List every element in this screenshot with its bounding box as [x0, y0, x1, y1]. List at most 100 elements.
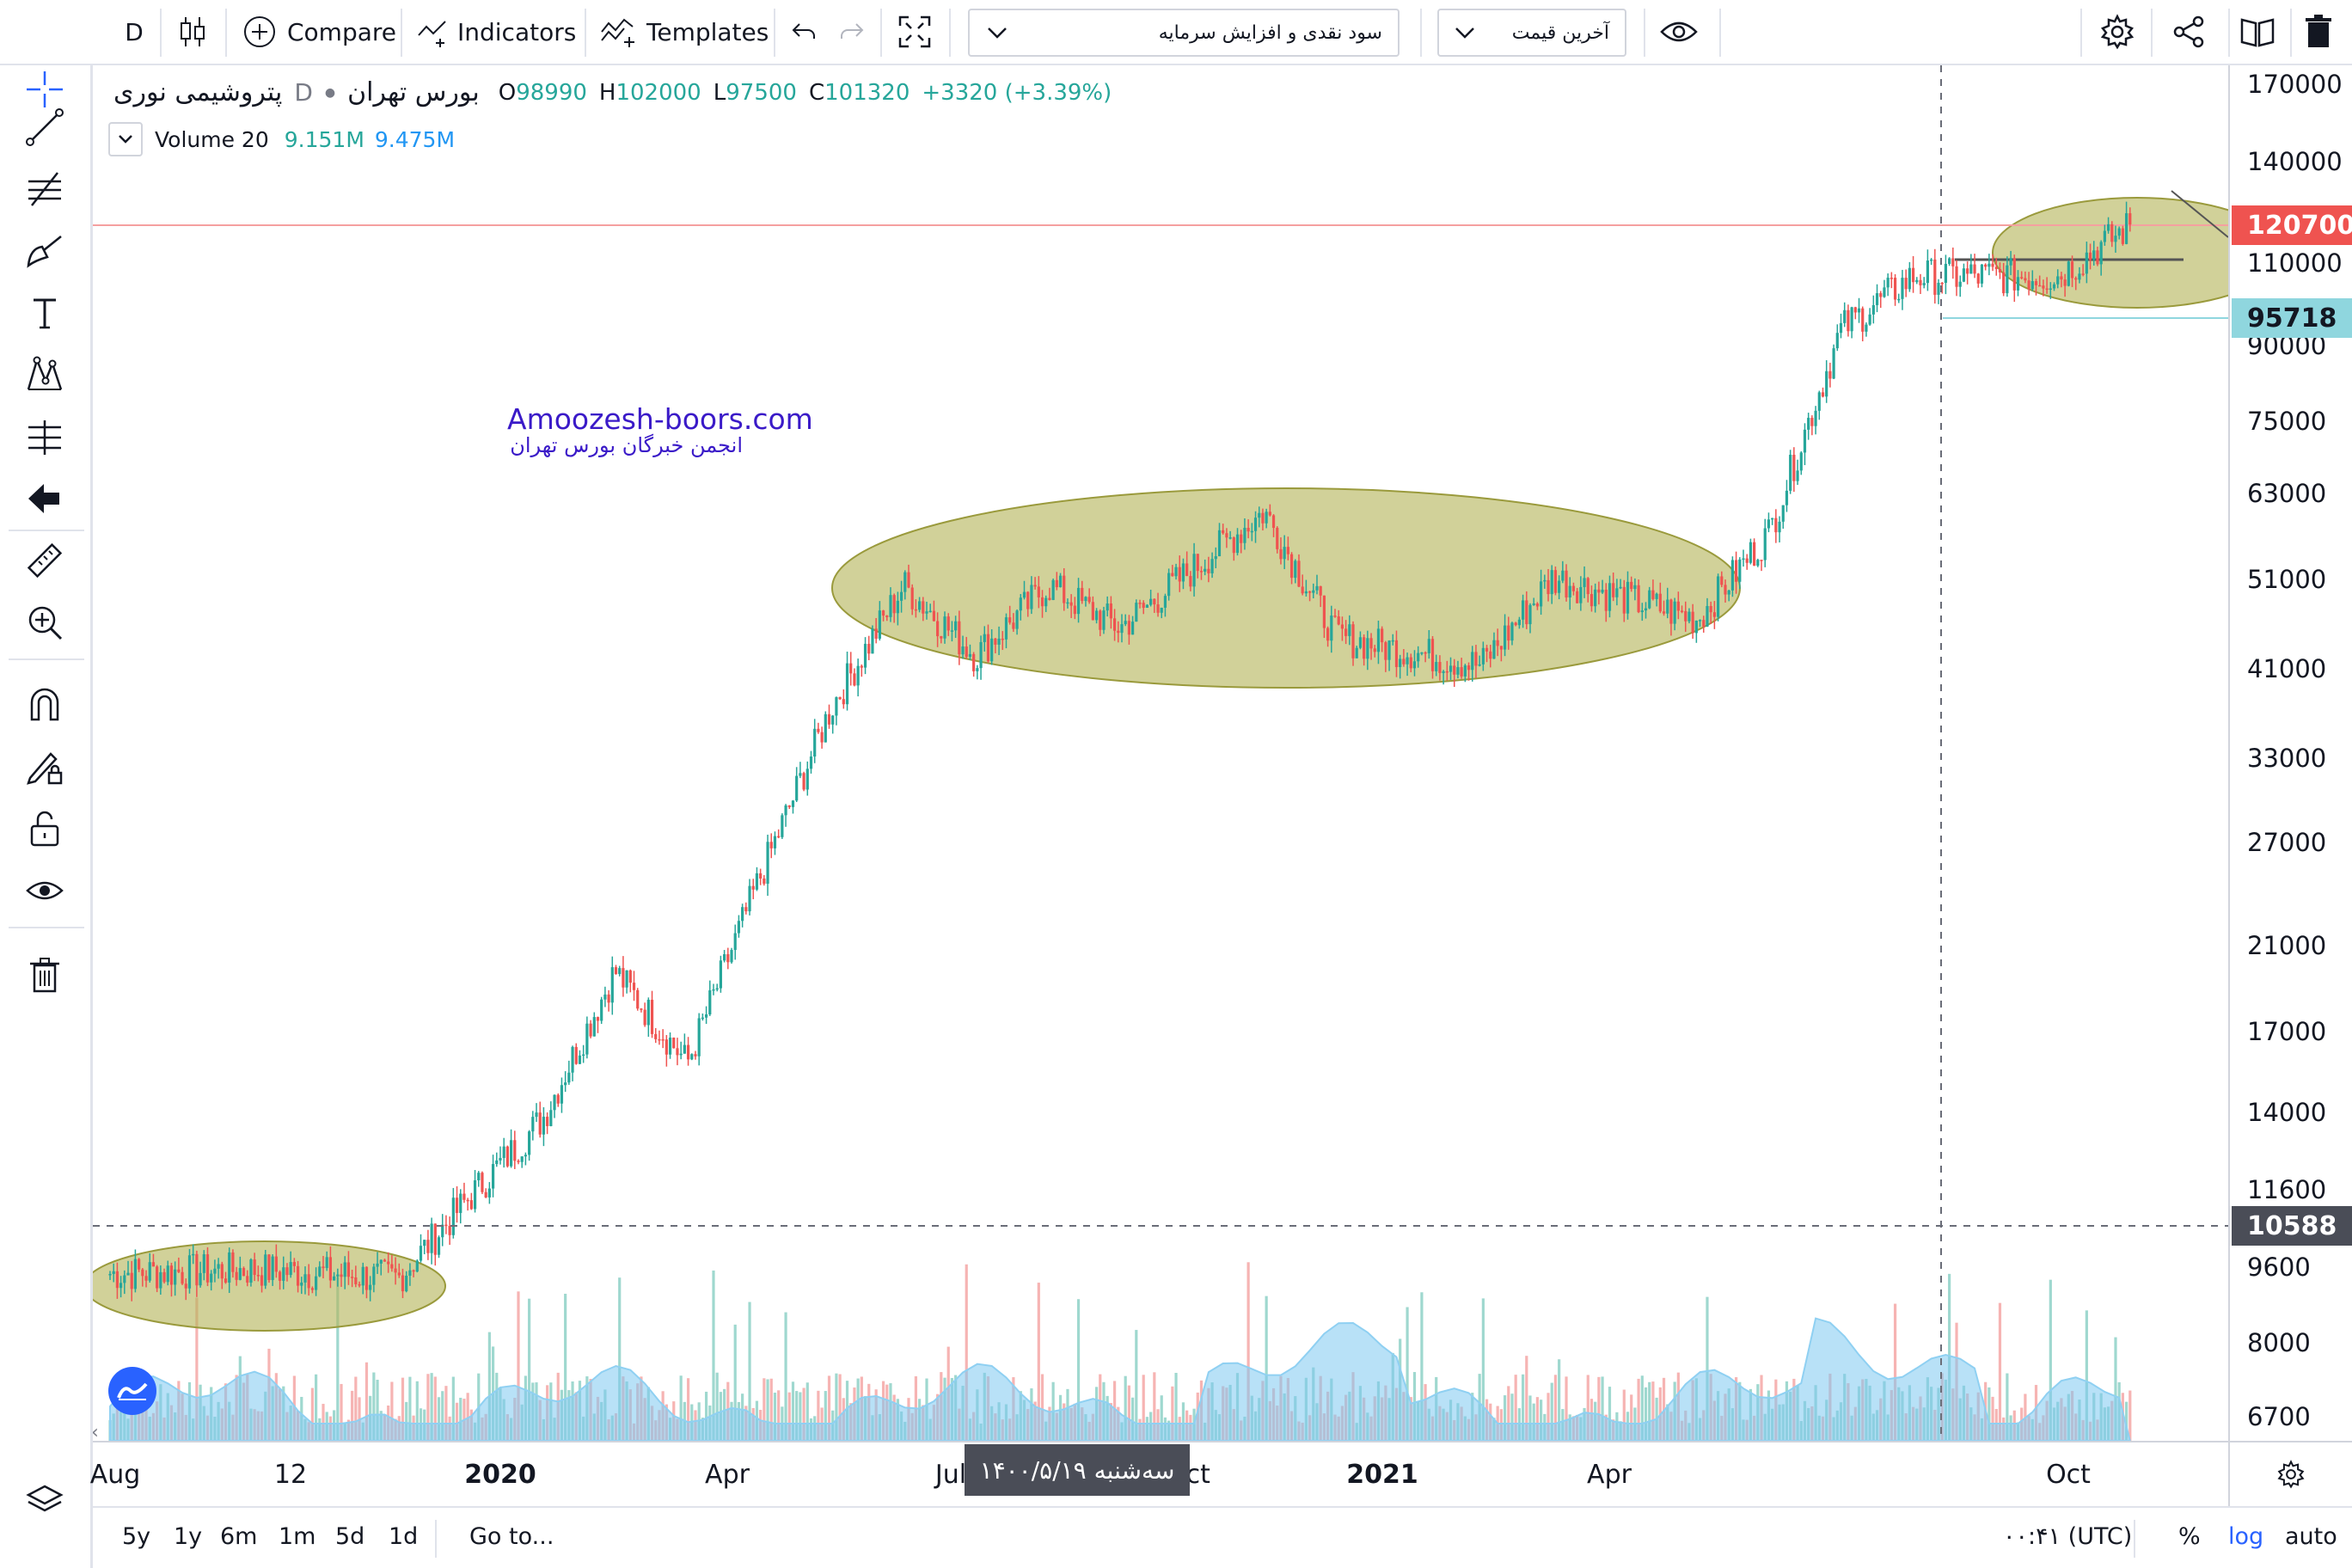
- icon-tool[interactable]: [21, 475, 69, 523]
- candle-body: [983, 634, 986, 642]
- clock[interactable]: ۰۰:۴۱ (UTC): [2003, 1523, 2133, 1550]
- candle-body: [1553, 570, 1558, 593]
- undo-button[interactable]: [789, 0, 818, 64]
- range-1d-button[interactable]: 1d: [389, 1523, 419, 1550]
- time-axis[interactable]: Aug 12 2020 Apr Jul Oct 2021 Apr Oct سه‌…: [90, 1441, 2228, 1506]
- candle-body: [1456, 667, 1460, 675]
- candle: [394, 1257, 397, 1285]
- candle-body: [1994, 266, 1998, 269]
- object-tree-button[interactable]: [21, 1477, 69, 1525]
- candle-body: [1438, 662, 1442, 673]
- share-button[interactable]: [2171, 0, 2206, 64]
- candle: [686, 1037, 690, 1066]
- candle-body: [1304, 591, 1308, 594]
- range-ellipse-2019[interactable]: [93, 1240, 446, 1332]
- candle-body: [881, 610, 885, 616]
- candle-body: [1716, 576, 1720, 617]
- range-1y-button[interactable]: 1y: [174, 1523, 203, 1550]
- candle: [1955, 260, 1958, 297]
- candle: [1930, 258, 1933, 266]
- candle-body: [2009, 258, 2012, 266]
- candle-body: [773, 836, 777, 848]
- goto-button[interactable]: Go to...: [469, 1523, 554, 1550]
- templates-button[interactable]: Templates: [600, 0, 769, 64]
- price-axis[interactable]: 170000 140000 110000 90000 75000 63000 5…: [2228, 65, 2352, 1449]
- hide-drawings[interactable]: [21, 867, 69, 915]
- price-chart[interactable]: [93, 65, 2228, 1441]
- prediction-tool[interactable]: [21, 413, 69, 461]
- chart-pane[interactable]: پتروشیمی نوری D ● بورس تهران O 98990 H 102…: [93, 65, 2228, 1441]
- compare-button[interactable]: Compare: [242, 0, 396, 64]
- magnet-tool[interactable]: [21, 681, 69, 729]
- range-ellipse-2020[interactable]: [831, 487, 1741, 689]
- candle-body: [730, 950, 733, 963]
- candle: [1344, 620, 1348, 645]
- candle: [162, 1268, 166, 1284]
- candle-body: [346, 1262, 351, 1277]
- volume-bar: [1550, 1382, 1553, 1441]
- trend-line-drawing[interactable]: [2171, 190, 2228, 238]
- range-ellipse-2021[interactable]: [1992, 197, 2228, 309]
- trendline-tool[interactable]: [21, 103, 69, 151]
- settings-button[interactable]: [2099, 0, 2135, 64]
- candle-body: [1517, 619, 1521, 626]
- log-toggle[interactable]: log: [2228, 1523, 2264, 1550]
- candle: [1760, 560, 1763, 572]
- delete-button[interactable]: [2304, 0, 2333, 64]
- visibility-button[interactable]: [1659, 0, 1699, 64]
- auto-toggle[interactable]: auto: [2285, 1523, 2337, 1550]
- scroll-left-icon[interactable]: ‹: [93, 1422, 99, 1441]
- volume-bar: [437, 1397, 441, 1441]
- candle-body: [1496, 640, 1499, 646]
- symbol-name[interactable]: پتروشیمی نوری: [113, 77, 283, 107]
- percent-toggle[interactable]: %: [2178, 1523, 2201, 1550]
- range-5d-button[interactable]: 5d: [335, 1523, 365, 1550]
- gann-fib-tool[interactable]: [21, 165, 69, 213]
- candle: [1369, 633, 1373, 660]
- price-source-dropdown[interactable]: آخرین قیمت: [1437, 9, 1626, 57]
- stay-in-drawing-mode[interactable]: [21, 743, 69, 791]
- lock-drawings[interactable]: [21, 805, 69, 853]
- volume-indicator-name[interactable]: Volume 20: [155, 126, 269, 152]
- range-6m-button[interactable]: 6m: [220, 1523, 258, 1550]
- candle: [968, 644, 972, 660]
- fullscreen-button[interactable]: [897, 0, 932, 64]
- candle-body: [401, 1275, 405, 1292]
- candle-body: [748, 885, 751, 912]
- remove-drawings[interactable]: [21, 951, 69, 999]
- indicator-dropdown[interactable]: سود نقدی و افزایش سرمایه: [968, 9, 1400, 57]
- candle-body: [719, 960, 723, 989]
- range-1m-button[interactable]: 1m: [279, 1523, 316, 1550]
- candle: [430, 1217, 433, 1265]
- collapse-legend-button[interactable]: [108, 122, 143, 156]
- indicators-button[interactable]: Indicators: [416, 0, 576, 64]
- tradingview-logo[interactable]: [108, 1367, 156, 1415]
- chart-type-button[interactable]: [177, 0, 208, 64]
- crosshair-tool[interactable]: [21, 65, 69, 113]
- zoom-in-tool[interactable]: [21, 598, 69, 646]
- brush-tool[interactable]: [21, 227, 69, 275]
- publish-button[interactable]: [2239, 0, 2276, 64]
- candle: [1774, 509, 1778, 543]
- candle-body: [1503, 625, 1507, 650]
- candle: [1048, 587, 1051, 601]
- price-tick: 51000: [2247, 565, 2327, 594]
- interval-button[interactable]: D: [119, 0, 150, 64]
- axis-settings-button[interactable]: [2228, 1441, 2352, 1506]
- candle-body: [148, 1262, 151, 1281]
- candle: [1568, 577, 1571, 610]
- text-tool[interactable]: [21, 289, 69, 337]
- volume-bar: [791, 1381, 795, 1441]
- candle: [369, 1276, 372, 1302]
- redo-button[interactable]: [837, 0, 867, 64]
- range-5y-button[interactable]: 5y: [122, 1523, 151, 1550]
- candle-body: [2027, 280, 2030, 290]
- candle-body: [1430, 639, 1435, 671]
- measure-tool[interactable]: [21, 536, 69, 585]
- indicators-label: Indicators: [457, 17, 577, 46]
- candle-body: [994, 638, 997, 645]
- candle: [1847, 304, 1850, 337]
- pattern-tool[interactable]: [21, 351, 69, 399]
- candle-body: [1312, 590, 1315, 593]
- candle-body: [1112, 618, 1117, 631]
